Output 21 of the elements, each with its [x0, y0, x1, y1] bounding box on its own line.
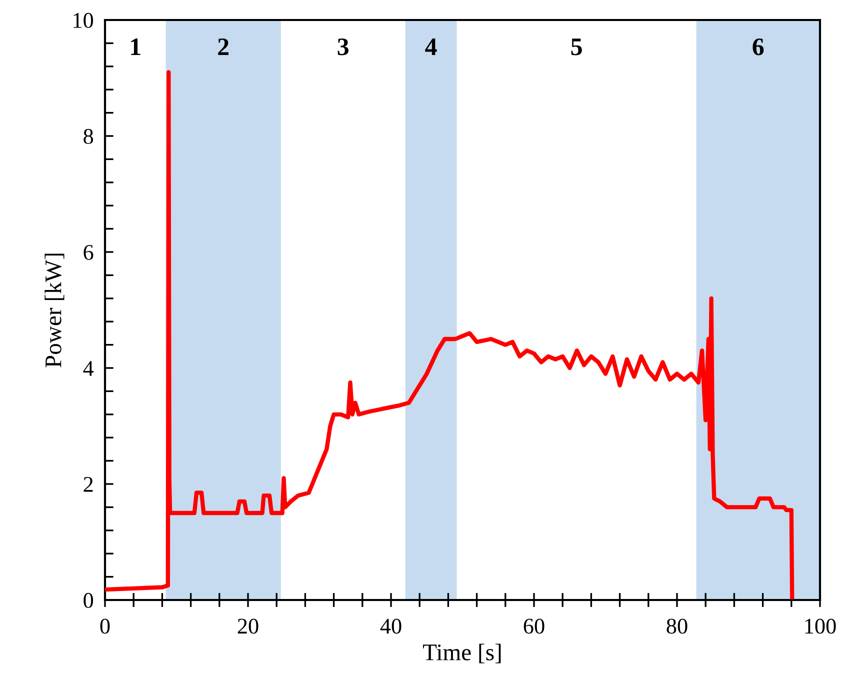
- x-axis-title: Time [s]: [423, 644, 501, 664]
- y-tick-label: 4: [83, 361, 94, 376]
- x-tick-label: 20: [238, 618, 258, 634]
- y-axis-title: Power [kW]: [44, 254, 64, 368]
- y-tick-label: 6: [84, 244, 94, 260]
- annotation: 3: [338, 38, 348, 56]
- x-tick-label: 60: [524, 618, 544, 634]
- annotation: 1: [131, 38, 140, 56]
- y-tick-label: 0: [84, 592, 94, 608]
- y-tick-label: 10: [74, 12, 94, 28]
- x-tick-label: 40: [380, 618, 402, 634]
- annotation: 2: [218, 38, 229, 56]
- y-tick-label: 2: [84, 476, 93, 492]
- annotation: 4: [425, 38, 437, 56]
- annotation: 5: [571, 38, 582, 56]
- x-tick-label: 0: [100, 618, 110, 634]
- y-tick-label: 8: [84, 128, 94, 144]
- x-tick-label: 100: [805, 618, 836, 634]
- line-series: [105, 70, 794, 600]
- x-tick-label: 80: [666, 618, 688, 634]
- annotation: 6: [752, 38, 764, 56]
